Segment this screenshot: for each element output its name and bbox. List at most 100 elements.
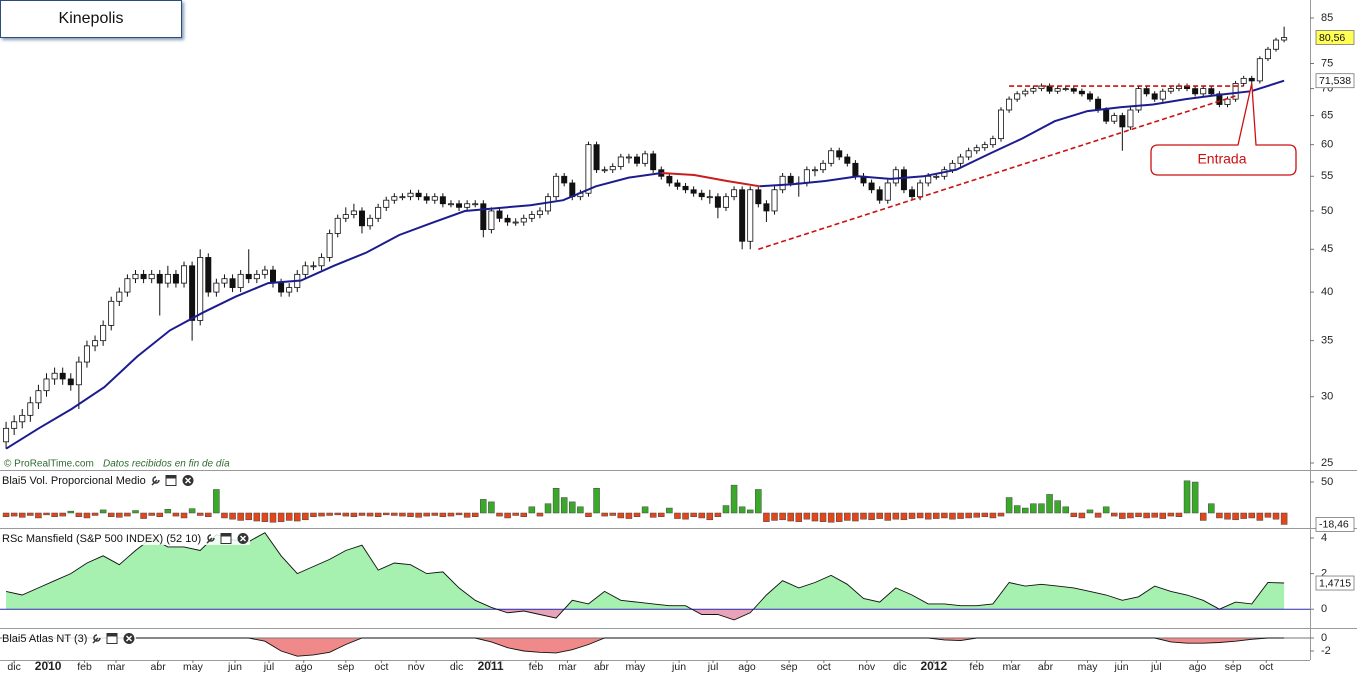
- panel-icons[interactable]: [204, 532, 250, 545]
- bar: [900, 512, 908, 521]
- bar: [1159, 512, 1167, 519]
- bar: [1038, 503, 1045, 514]
- candle-body: [722, 196, 729, 208]
- candle-body: [213, 282, 220, 293]
- candle-body: [1014, 93, 1021, 100]
- bar: [981, 512, 989, 517]
- candle-body: [326, 233, 333, 258]
- candle-body: [286, 287, 293, 293]
- bar: [1013, 505, 1021, 514]
- bar: [431, 512, 439, 516]
- candle-body: [100, 324, 107, 342]
- candle-body: [1240, 77, 1247, 84]
- bar: [326, 512, 333, 516]
- bar: [941, 512, 948, 519]
- x-tick-label: abr: [1038, 661, 1054, 673]
- x-tick-label: sep: [781, 661, 798, 673]
- candle-body: [181, 265, 188, 284]
- candle-body: [981, 144, 988, 149]
- bar: [1167, 512, 1175, 517]
- bar: [706, 512, 714, 521]
- panel-icons[interactable]: [90, 632, 136, 645]
- bar: [973, 512, 980, 518]
- candle-body: [593, 144, 600, 171]
- candle-body: [148, 273, 155, 280]
- y-tick-label: 25: [1321, 457, 1333, 469]
- candle-body: [844, 156, 851, 164]
- candle-body: [892, 169, 899, 184]
- candle-body: [1192, 88, 1199, 95]
- bar: [868, 512, 875, 521]
- last-value-label: 80,56: [1315, 30, 1355, 45]
- candle-body: [415, 192, 422, 198]
- bar: [480, 499, 487, 514]
- candle-body: [682, 185, 689, 191]
- bar: [666, 507, 673, 514]
- bar: [1119, 512, 1126, 519]
- bar: [1256, 512, 1264, 521]
- bar: [536, 512, 544, 517]
- candle-body: [755, 189, 762, 205]
- candle-body: [3, 427, 10, 443]
- last-value-text: -18,46: [1319, 519, 1349, 531]
- candle-body: [698, 192, 705, 198]
- bar: [593, 487, 600, 514]
- candle-body: [496, 210, 503, 219]
- candle-body: [609, 166, 616, 171]
- candle-body: [666, 175, 673, 184]
- candle-body: [19, 414, 26, 423]
- x-tick-label: feb: [529, 661, 544, 673]
- x-tick-label: sep: [337, 661, 354, 673]
- panel-icons[interactable]: [149, 474, 195, 487]
- x-tick-label: feb: [77, 661, 92, 673]
- bar: [164, 509, 172, 514]
- bar: [852, 512, 859, 522]
- bar: [795, 512, 803, 522]
- candle-body: [423, 196, 430, 201]
- bar: [2, 512, 10, 517]
- bar: [67, 510, 75, 514]
- candle-body: [51, 372, 58, 380]
- bar: [1240, 512, 1247, 519]
- bar: [196, 512, 204, 516]
- candle-body: [229, 278, 236, 288]
- bar: [585, 512, 592, 517]
- bar: [771, 512, 778, 521]
- candle-body: [811, 169, 818, 172]
- x-tick-label: nov: [858, 661, 876, 673]
- bar: [520, 512, 528, 517]
- bar: [423, 512, 430, 517]
- bar: [746, 509, 754, 514]
- candle-body: [1070, 88, 1077, 92]
- candle-body: [75, 361, 82, 386]
- bar: [827, 512, 835, 523]
- panel-header: RSc Mansfield (S&P 500 INDEX) (52 10): [2, 532, 251, 545]
- candle-body: [278, 282, 285, 293]
- candle-body: [221, 278, 228, 284]
- candle-body: [925, 175, 932, 184]
- candle-body: [998, 109, 1005, 140]
- x-tick-label: mar: [558, 661, 577, 673]
- x-tick-label: may: [1078, 661, 1099, 673]
- y-tick-label: 85: [1321, 12, 1333, 24]
- x-tick-label: oct: [374, 661, 388, 673]
- x-tick-label: feb: [969, 661, 984, 673]
- bar: [35, 512, 42, 519]
- candle-body: [957, 156, 964, 164]
- bar: [933, 512, 940, 519]
- bar: [350, 512, 358, 517]
- candle-body: [553, 175, 560, 198]
- bar: [698, 512, 705, 519]
- annotation-callout: [1150, 83, 1297, 176]
- candle-body: [124, 278, 131, 293]
- bar: [237, 512, 244, 521]
- candle-body: [1078, 90, 1085, 95]
- bar: [277, 512, 285, 522]
- candle-body: [270, 269, 277, 284]
- candle-body: [83, 345, 90, 363]
- bar: [180, 512, 188, 519]
- bar: [544, 503, 552, 514]
- bar: [221, 512, 228, 519]
- bar: [1224, 512, 1231, 520]
